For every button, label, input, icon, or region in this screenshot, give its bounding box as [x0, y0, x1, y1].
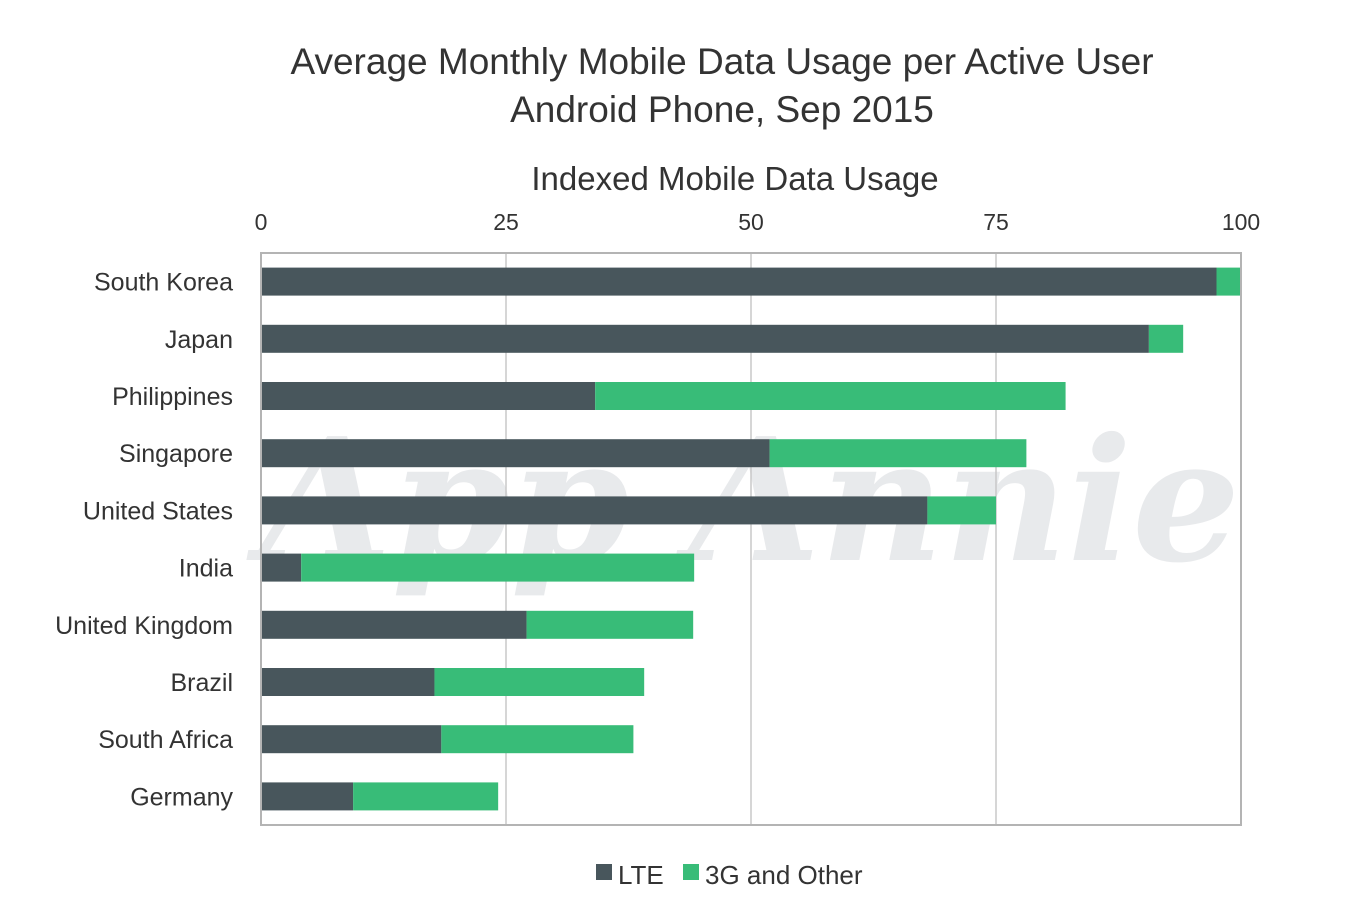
bar-3g-other	[526, 610, 694, 639]
legend-swatch	[683, 864, 699, 880]
x-tick-label: 75	[983, 209, 1009, 235]
bar-lte	[261, 668, 435, 696]
bar-lte	[261, 324, 1149, 353]
bars	[261, 267, 1241, 811]
bar-3g-other	[1148, 324, 1184, 353]
x-tick-label: 100	[1222, 209, 1260, 235]
bar-lte	[261, 725, 442, 754]
bar-lte	[261, 382, 596, 410]
plot-border	[260, 252, 1242, 826]
x-tick-label: 25	[493, 209, 519, 235]
x-tick-label: 50	[738, 209, 764, 235]
category-label: India	[179, 555, 233, 583]
legend: LTE 3G and Other	[596, 860, 863, 890]
bar-lte	[261, 610, 527, 639]
legend-label: 3G and Other	[705, 860, 863, 890]
category-label: Japan	[165, 326, 233, 354]
bar-lte	[261, 782, 354, 811]
bar-lte	[261, 267, 1217, 296]
bar-3g-other	[353, 782, 499, 811]
bar-3g-other	[927, 496, 996, 525]
category-label: South Africa	[98, 726, 233, 754]
category-label: Germany	[130, 783, 233, 811]
plot-frame	[260, 252, 1242, 826]
category-label: Singapore	[119, 440, 233, 468]
category-labels: South Korea Japan Philippines Singapore Unit…	[55, 269, 233, 812]
category-label: South Korea	[94, 269, 233, 297]
bar-3g-other	[1216, 267, 1241, 296]
bar-3g-other	[769, 439, 1027, 468]
bar-3g-other	[595, 382, 1066, 410]
bar-lte	[261, 553, 302, 582]
chart-subtitle: Android Phone, Sep 2015	[510, 89, 934, 130]
bar-3g-other	[434, 668, 645, 696]
category-label: United States	[83, 497, 233, 525]
legend-swatch	[596, 864, 612, 880]
x-axis-ticks: 0 25 50 75 100	[255, 209, 1261, 235]
chart-title: Average Monthly Mobile Data Usage per Ac…	[290, 41, 1153, 82]
x-axis-title: Indexed Mobile Data Usage	[531, 160, 938, 197]
legend-label: LTE	[618, 860, 664, 890]
category-label: Philippines	[112, 383, 233, 411]
x-tick-label: 0	[255, 209, 268, 235]
bar-lte	[261, 496, 928, 525]
bar-3g-other	[301, 553, 695, 582]
bar-3g-other	[441, 725, 634, 754]
category-label: United Kingdom	[55, 612, 233, 640]
bar-lte	[261, 439, 770, 468]
category-label: Brazil	[170, 669, 233, 697]
